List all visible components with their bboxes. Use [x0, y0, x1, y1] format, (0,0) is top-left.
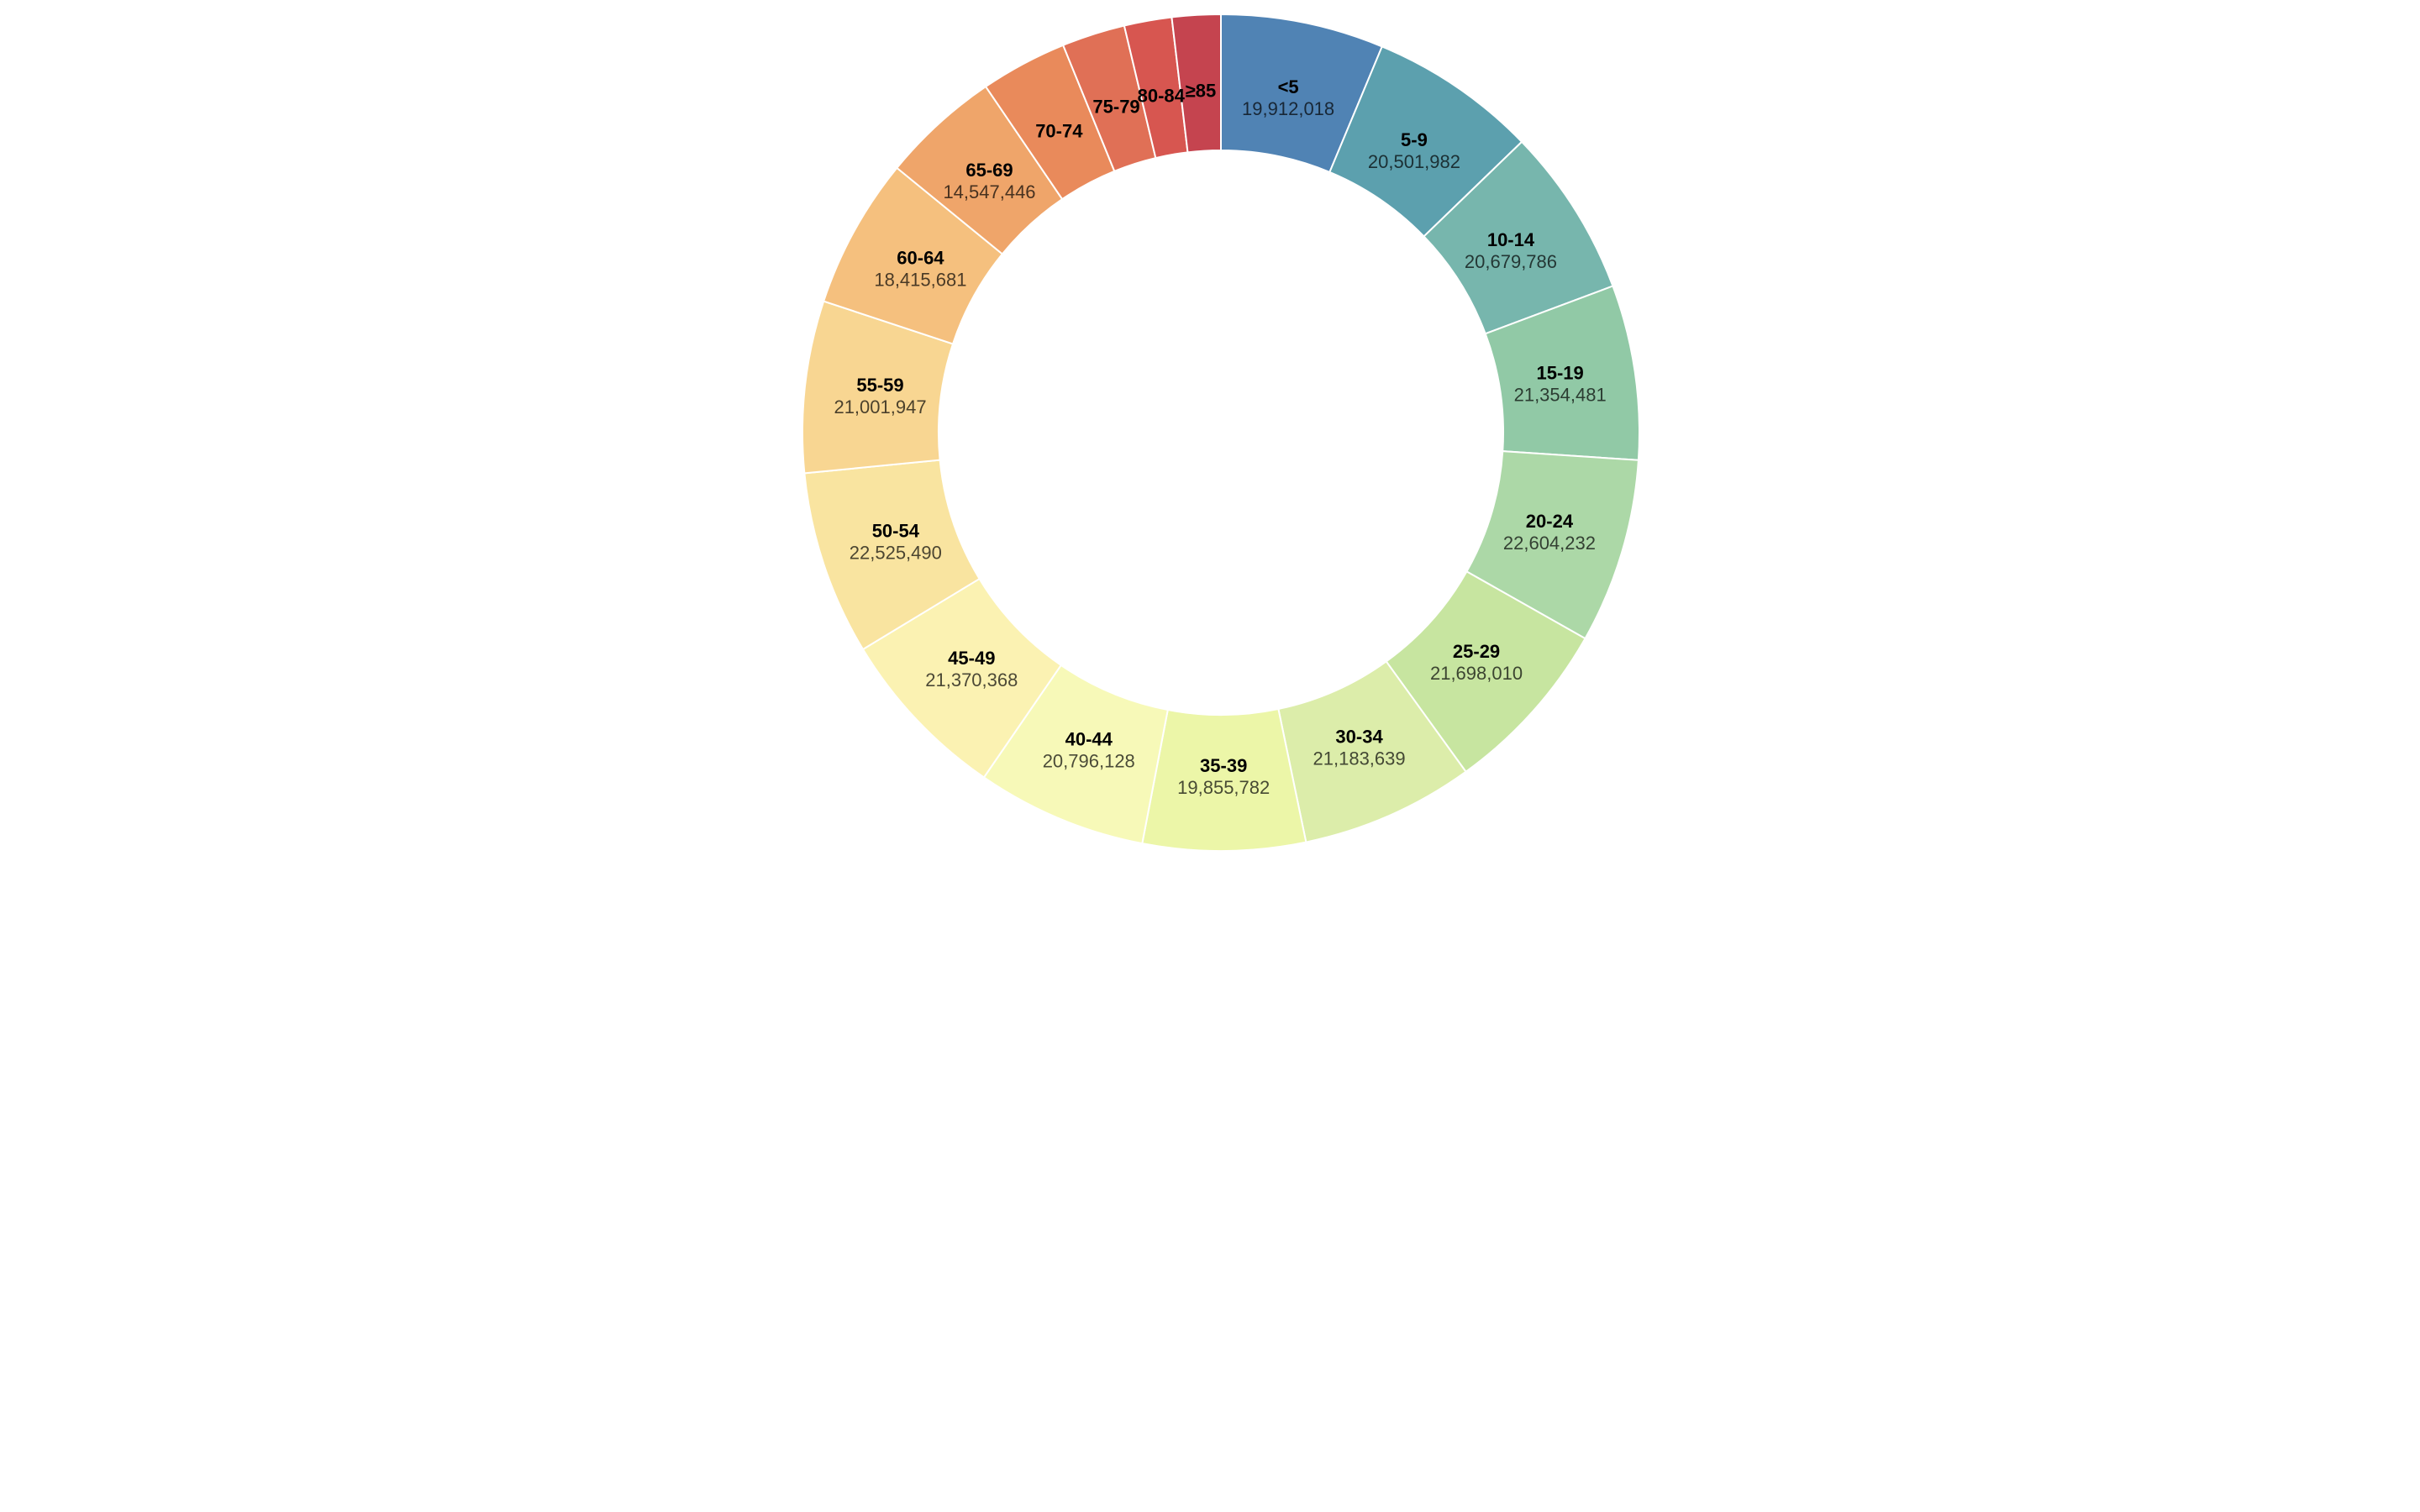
slice-value-label: 21,354,481: [1514, 385, 1607, 406]
slice-category-label: 55-59: [856, 375, 903, 396]
slice-category-label: 30-34: [1335, 726, 1383, 747]
slice-label-25-29-5: 25-29 21,698,010: [1430, 641, 1523, 684]
slice-category-label: 80-84: [1138, 85, 1186, 106]
slice-label-60-64-12: 60-64 18,415,681: [874, 248, 966, 291]
slice-label-65-69-13: 65-69 14,547,446: [943, 160, 1035, 202]
labels-group: <5 19,912,018 5-9 20,501,982 10-14 20,679,786…: [834, 76, 1606, 798]
slice-label-ge85-17: ≥85: [1186, 81, 1217, 102]
slice-label-75-79-15: 75-79: [1092, 96, 1139, 117]
slice-label-15-19-3: 15-19 21,354,481: [1514, 363, 1607, 406]
slice-category-label: 75-79: [1092, 96, 1139, 117]
slice-value-label: 18,415,681: [874, 270, 966, 291]
slice-label-70-74-14: 70-74: [1035, 120, 1083, 141]
slice-category-label: 25-29: [1453, 641, 1500, 662]
slice-value-label: 20,679,786: [1465, 251, 1557, 272]
slice-label-20-24-4: 20-24 22,604,232: [1503, 511, 1596, 554]
slice-value-label: 14,547,446: [943, 181, 1035, 202]
slice-ge85-17: [1171, 13, 1222, 154]
slice-value-label: 20,796,128: [1043, 750, 1135, 771]
slice-category-label: 40-44: [1065, 728, 1113, 749]
slice-category-label: 65-69: [965, 160, 1013, 181]
slice-value-label: 19,912,018: [1242, 98, 1334, 119]
slice-value-label: 21,698,010: [1430, 663, 1523, 684]
slice-category-label: 10-14: [1487, 229, 1535, 250]
slice-category-label: 20-24: [1526, 511, 1574, 532]
slice-value-label: 20,501,982: [1368, 151, 1460, 172]
slice-category-label: 5-9: [1401, 129, 1428, 150]
slice-label-50-54-10: 50-54 22,525,490: [850, 521, 942, 564]
slice-category-label: ≥85: [1186, 81, 1217, 102]
slice-label-30-34-6: 30-34 21,183,639: [1313, 726, 1406, 769]
slice-category-label: 35-39: [1200, 755, 1247, 776]
slice-label-45-49-9: 45-49 21,370,368: [925, 648, 1018, 690]
slice-label-55-59-11: 55-59 21,001,947: [834, 375, 926, 417]
slice-category-label: 60-64: [897, 248, 944, 269]
slice-value-label: 22,525,490: [850, 543, 942, 564]
slice-label-80-84-16: 80-84: [1138, 85, 1186, 106]
slice-value-label: 21,370,368: [925, 669, 1018, 690]
slice-label-40-44-8: 40-44 20,796,128: [1043, 728, 1135, 771]
slice-label-10-14-2: 10-14 20,679,786: [1465, 229, 1557, 272]
slice-category-label: 50-54: [872, 521, 920, 542]
slice-value-label: 21,001,947: [834, 396, 926, 417]
slice-category-label: 45-49: [948, 648, 995, 669]
slice-label-35-39-7: 35-39 19,855,782: [1177, 755, 1270, 798]
slices-group: [802, 13, 1640, 852]
slice-value-label: 19,855,782: [1177, 777, 1270, 798]
slice-label-lt5-0: <5 19,912,018: [1242, 76, 1334, 119]
slice-value-label: 21,183,639: [1313, 748, 1406, 769]
slice-value-label: 22,604,232: [1503, 533, 1596, 554]
slice-category-label: 15-19: [1537, 363, 1584, 384]
slice-label-5-9-1: 5-9 20,501,982: [1368, 129, 1460, 172]
slice-category-label: 70-74: [1035, 120, 1083, 141]
slice-category-label: <5: [1278, 76, 1299, 97]
